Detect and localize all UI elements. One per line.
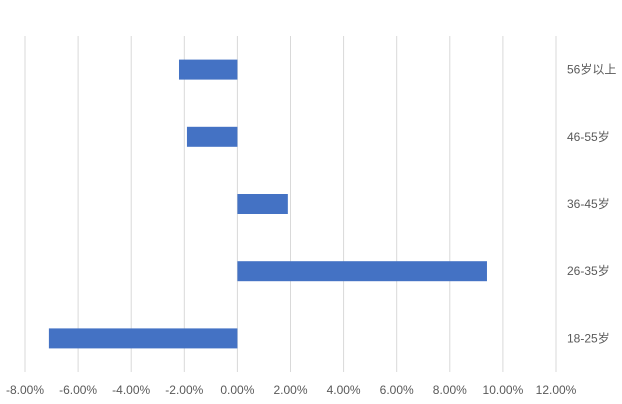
bar xyxy=(237,261,487,282)
category-label: 18-25岁 xyxy=(567,330,610,345)
category-labels: 18-25岁 26-35岁 36-45岁 46-55岁 56岁以上 xyxy=(567,62,616,346)
bar xyxy=(186,126,238,147)
bar xyxy=(48,328,238,349)
x-tick-label: -4.00% xyxy=(112,383,150,397)
x-tick-label: 12.00% xyxy=(536,383,577,397)
x-tick-label: -8.00% xyxy=(6,383,44,397)
x-tick-label: 8.00% xyxy=(433,383,467,397)
x-tick-label: 2.00% xyxy=(273,383,307,397)
x-axis-tick-labels: -8.00% -6.00% -4.00% -2.00% 0.00% 2.00% 4.00% 6… xyxy=(6,383,577,397)
x-tick-label: -6.00% xyxy=(59,383,97,397)
gridlines xyxy=(24,36,557,372)
x-tick-label: 4.00% xyxy=(327,383,361,397)
category-label: 36-45岁 xyxy=(567,196,610,211)
bar xyxy=(237,194,288,214)
category-label: 26-35岁 xyxy=(567,263,610,278)
bars xyxy=(48,59,487,349)
x-tick-label: -2.00% xyxy=(165,383,203,397)
x-tick-label: 10.00% xyxy=(483,383,524,397)
x-tick-label: 0.00% xyxy=(220,383,254,397)
x-tick-label: 6.00% xyxy=(380,383,414,397)
category-label: 56岁以上 xyxy=(567,62,616,77)
bar xyxy=(178,59,238,80)
category-label: 46-55岁 xyxy=(567,129,610,144)
